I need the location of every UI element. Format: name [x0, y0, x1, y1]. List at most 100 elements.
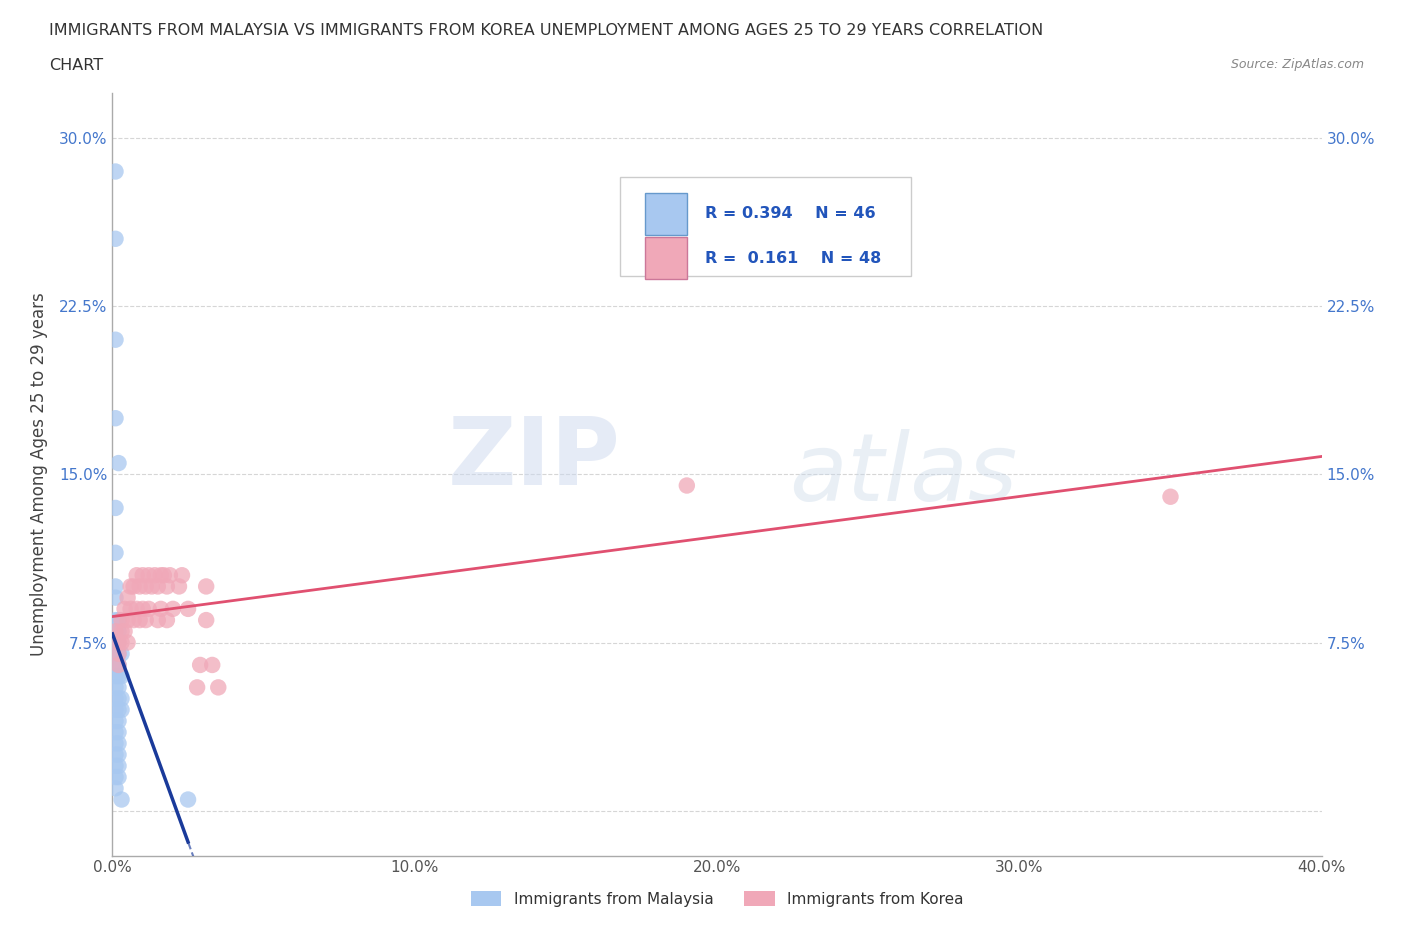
Point: [104, 747, 127, 762]
Text: CHART: CHART: [49, 58, 103, 73]
Point: [149, 602, 172, 617]
Point: [110, 691, 132, 706]
Point: [159, 568, 181, 583]
Point: [104, 624, 127, 639]
Point: [117, 635, 139, 650]
Point: [110, 669, 132, 684]
Point: [104, 646, 127, 661]
Point: [195, 613, 218, 628]
Point: [149, 568, 172, 583]
Point: [132, 568, 155, 583]
Point: [143, 568, 166, 583]
Point: [110, 613, 132, 628]
Point: [195, 579, 218, 594]
Point: [146, 613, 169, 628]
Point: [107, 669, 129, 684]
Point: [120, 602, 142, 617]
Point: [107, 613, 129, 628]
Point: [107, 646, 129, 661]
Point: [117, 613, 139, 628]
Point: [110, 702, 132, 717]
Point: [104, 500, 127, 515]
Point: [138, 568, 160, 583]
Point: [107, 635, 129, 650]
Point: [104, 669, 127, 684]
Point: [104, 658, 127, 672]
Point: [107, 680, 129, 695]
Point: [107, 691, 129, 706]
Point: [110, 792, 132, 807]
Point: [104, 332, 127, 347]
Point: [104, 232, 127, 246]
Point: [125, 602, 148, 617]
Point: [104, 724, 127, 739]
Point: [104, 591, 127, 605]
Point: [138, 602, 160, 617]
Text: R =  0.161    N = 48: R = 0.161 N = 48: [704, 251, 882, 266]
Point: [125, 568, 148, 583]
Point: [110, 646, 132, 661]
Point: [122, 613, 145, 628]
Point: [177, 792, 200, 807]
Point: [135, 613, 157, 628]
Point: [153, 568, 176, 583]
Point: [186, 680, 208, 695]
Point: [122, 579, 145, 594]
Point: [104, 713, 127, 728]
Point: [107, 759, 129, 774]
Point: [156, 579, 179, 594]
Point: [104, 635, 127, 650]
Point: [104, 579, 127, 594]
Point: [675, 478, 697, 493]
Point: [107, 770, 129, 785]
Point: [170, 568, 193, 583]
Point: [201, 658, 224, 672]
Point: [104, 759, 127, 774]
Point: [117, 591, 139, 605]
Point: [107, 658, 129, 672]
Point: [128, 579, 150, 594]
Point: [107, 646, 129, 661]
Point: [104, 781, 127, 796]
Legend: Immigrants from Malaysia, Immigrants from Korea: Immigrants from Malaysia, Immigrants fro…: [465, 884, 969, 912]
Point: [128, 613, 150, 628]
Point: [110, 624, 132, 639]
Point: [1159, 489, 1181, 504]
Point: [107, 702, 129, 717]
Point: [107, 724, 129, 739]
Point: [107, 624, 129, 639]
Y-axis label: Unemployment Among Ages 25 to 29 years: Unemployment Among Ages 25 to 29 years: [30, 292, 48, 657]
Text: atlas: atlas: [790, 429, 1018, 520]
Point: [104, 691, 127, 706]
Point: [107, 713, 129, 728]
Point: [104, 736, 127, 751]
Point: [104, 411, 127, 426]
Point: [107, 736, 129, 751]
Point: [167, 579, 190, 594]
Point: [177, 602, 200, 617]
Point: [132, 602, 155, 617]
Text: IMMIGRANTS FROM MALAYSIA VS IMMIGRANTS FROM KOREA UNEMPLOYMENT AMONG AGES 25 TO : IMMIGRANTS FROM MALAYSIA VS IMMIGRANTS F…: [49, 23, 1043, 38]
Point: [104, 164, 127, 179]
Point: [188, 658, 211, 672]
Point: [114, 624, 136, 639]
Point: [156, 613, 179, 628]
Point: [135, 579, 157, 594]
Point: [207, 680, 229, 695]
Point: [104, 624, 127, 639]
Point: [104, 613, 127, 628]
Point: [141, 579, 163, 594]
Point: [120, 579, 142, 594]
Point: [114, 602, 136, 617]
FancyBboxPatch shape: [620, 177, 911, 276]
Point: [162, 602, 184, 617]
Text: R = 0.394    N = 46: R = 0.394 N = 46: [704, 206, 876, 221]
Point: [104, 680, 127, 695]
Point: [107, 747, 129, 762]
Point: [110, 635, 132, 650]
Point: [104, 545, 127, 560]
Point: [104, 702, 127, 717]
Point: [146, 579, 169, 594]
Point: [107, 658, 129, 672]
Bar: [644, 237, 688, 279]
